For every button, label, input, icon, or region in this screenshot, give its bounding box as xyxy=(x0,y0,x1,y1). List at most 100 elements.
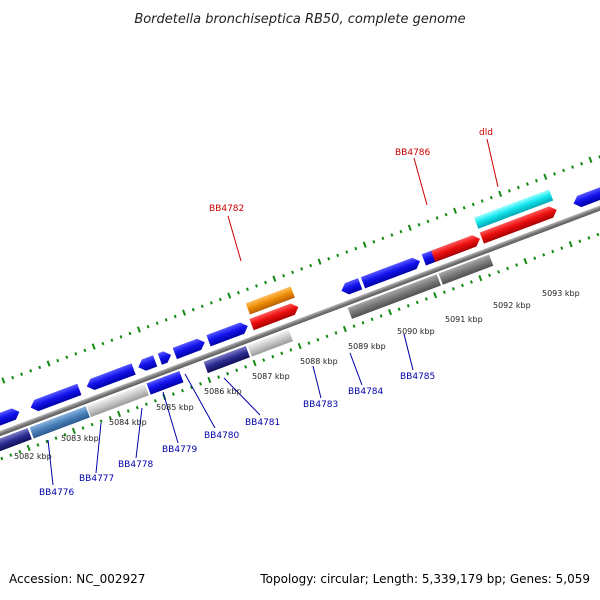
cds-feature-dld[interactable] xyxy=(479,204,559,244)
minor-tick xyxy=(90,422,94,427)
gene-label-bb4776[interactable]: BB4776 xyxy=(39,488,75,498)
minor-tick xyxy=(173,314,177,319)
minor-tick xyxy=(29,369,33,373)
minor-tick xyxy=(596,232,600,237)
minor-tick xyxy=(119,335,123,339)
minor-tick xyxy=(469,280,473,284)
cds-feature[interactable] xyxy=(136,355,158,373)
major-tick xyxy=(523,258,528,265)
cds-feature[interactable] xyxy=(29,406,90,439)
gene-label-dld[interactable]: dld xyxy=(479,128,493,138)
minor-tick xyxy=(370,317,374,322)
minor-tick xyxy=(507,189,511,193)
cds-feature[interactable] xyxy=(438,254,494,285)
kbp-label: 5091 kbp xyxy=(445,315,483,324)
minor-tick xyxy=(218,297,222,302)
major-tick xyxy=(317,258,322,265)
cds-feature[interactable] xyxy=(339,278,363,296)
minor-tick xyxy=(571,165,575,169)
minor-tick xyxy=(345,250,349,254)
gene-label-bb4781[interactable]: BB4781 xyxy=(245,418,280,428)
map-title: Bordetella bronchiseptica RB50, complete… xyxy=(134,12,465,27)
kbp-label: 5082 kbp xyxy=(14,452,52,461)
minor-tick xyxy=(38,365,42,370)
minor-tick xyxy=(560,246,564,250)
kbp-label: 5087 kbp xyxy=(252,372,290,381)
gene-label-bb4780[interactable]: BB4780 xyxy=(204,431,240,441)
cds-feature[interactable] xyxy=(347,274,441,319)
cds-feature-bb4782-overlay[interactable] xyxy=(245,286,295,315)
gene-label-bb4779[interactable]: BB4779 xyxy=(162,445,198,455)
gene-label-bb4777[interactable]: BB4777 xyxy=(79,474,114,484)
minor-tick xyxy=(488,273,491,277)
minor-tick xyxy=(381,236,385,241)
gene-label-bb4778[interactable]: BB4778 xyxy=(118,460,154,470)
minor-tick xyxy=(18,450,22,454)
cds-feature[interactable] xyxy=(86,384,149,418)
minor-tick xyxy=(534,178,538,183)
minor-tick xyxy=(199,382,203,386)
gene-leader-lines xyxy=(47,333,414,486)
minor-tick xyxy=(108,416,112,420)
minor-tick xyxy=(506,266,510,271)
cds-feature[interactable] xyxy=(571,173,600,209)
major-tick xyxy=(227,292,232,299)
cds-feature[interactable] xyxy=(360,256,422,289)
gene-label-bb4786[interactable]: BB4786 xyxy=(395,148,431,158)
minor-tick xyxy=(271,354,275,359)
minor-tick xyxy=(9,453,13,457)
cds-feature[interactable] xyxy=(203,346,250,374)
minor-tick xyxy=(451,287,455,291)
cds-feature[interactable] xyxy=(29,383,82,414)
leader-line-bb4786 xyxy=(413,157,428,206)
minor-tick xyxy=(217,375,221,379)
gene-label-bb4784[interactable]: BB4784 xyxy=(348,387,384,397)
minor-tick xyxy=(83,348,87,353)
major-tick xyxy=(543,173,548,180)
major-tick xyxy=(342,325,347,333)
minor-tick xyxy=(36,443,40,447)
minor-tick xyxy=(415,300,419,305)
minor-tick xyxy=(236,290,240,295)
major-tick xyxy=(588,156,593,164)
major-tick xyxy=(478,274,483,282)
cds-feature[interactable] xyxy=(85,363,136,392)
minor-tick xyxy=(587,236,591,240)
minor-tick xyxy=(282,273,286,278)
major-tick xyxy=(252,359,257,367)
cds-feature[interactable] xyxy=(146,371,184,395)
kbp-label: 5086 kbp xyxy=(204,387,242,396)
cds-feature[interactable] xyxy=(247,329,294,357)
cds-feature-bb4782[interactable] xyxy=(249,301,300,331)
cds-feature[interactable] xyxy=(0,428,32,454)
minor-tick xyxy=(65,355,69,359)
cds-feature-dld-overlay[interactable] xyxy=(474,189,554,229)
minor-tick xyxy=(226,371,230,376)
major-tick xyxy=(498,190,503,197)
cds-feature[interactable] xyxy=(172,337,207,360)
minor-tick xyxy=(280,351,284,356)
cds-feature[interactable] xyxy=(157,349,173,365)
gene-label-bb4783[interactable]: BB4783 xyxy=(303,400,338,410)
gene-label-bb4785[interactable]: BB4785 xyxy=(400,372,435,382)
minor-tick xyxy=(244,365,248,369)
minor-tick xyxy=(354,246,358,251)
minor-tick xyxy=(128,331,132,336)
minor-tick xyxy=(20,372,24,376)
cds-feature[interactable] xyxy=(0,406,22,428)
major-tick xyxy=(453,207,458,214)
cds-feature-bb4786[interactable] xyxy=(431,233,482,262)
tick-row-inner xyxy=(0,232,600,461)
minor-tick xyxy=(417,223,421,227)
genome-backbone xyxy=(0,139,600,497)
gene-label-bb4782[interactable]: BB4782 xyxy=(209,204,244,214)
minor-tick xyxy=(316,337,320,342)
minor-tick xyxy=(307,341,311,345)
minor-tick xyxy=(399,229,403,234)
kbp-label: 5083 kbp xyxy=(61,434,99,443)
minor-tick xyxy=(74,352,78,356)
minor-tick xyxy=(471,202,475,207)
minor-tick xyxy=(11,375,15,380)
cds-feature[interactable] xyxy=(206,320,250,347)
